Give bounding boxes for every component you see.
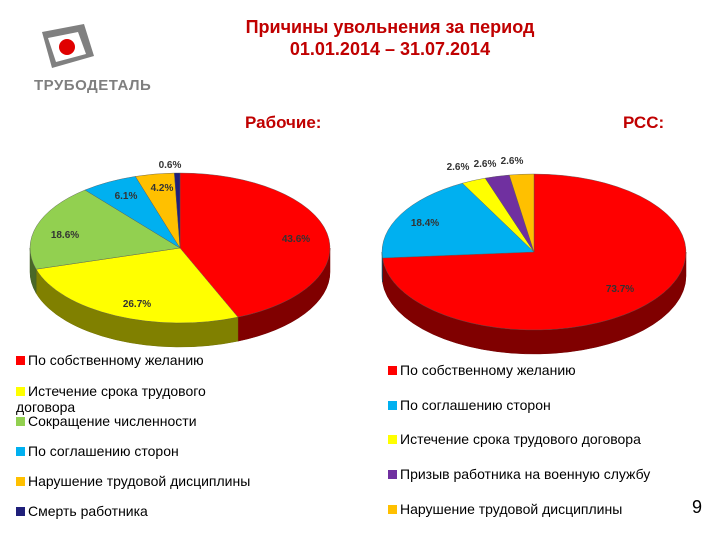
legend-swatch: [16, 477, 25, 486]
legend-item: Смерть работника: [16, 503, 148, 519]
pie-slice: [508, 173, 535, 253]
pie-data-label: 2.6%: [447, 162, 470, 173]
legend-swatch: [16, 507, 25, 516]
pie-data-label: 43.6%: [282, 234, 310, 245]
chart-title-line1: Причины увольнения за период: [245, 17, 535, 37]
company-logo: [42, 24, 94, 68]
company-name: ТРУБОДЕТАЛЬ: [34, 77, 152, 94]
legend-item: Призыв работника на военную службу: [388, 466, 650, 482]
pie-data-label: 2.6%: [501, 156, 524, 167]
pie-slice: [179, 172, 331, 318]
legend-label: Сокращение численности: [28, 413, 197, 429]
pie-slice: [29, 189, 181, 270]
legend-swatch: [388, 366, 397, 375]
right-chart-subtitle: РСС:: [623, 113, 665, 132]
legend-swatch: [388, 435, 397, 444]
legend-swatch: [388, 505, 397, 514]
pie-slice: [381, 182, 535, 259]
pie-data-label: 4.2%: [151, 183, 174, 194]
chart-title-line2: 01.01.2014 – 31.07.2014: [289, 39, 491, 59]
legend-item: По собственному желанию: [16, 352, 204, 368]
legend-label: Смерть работника: [28, 503, 148, 519]
pie-data-label: 0.6%: [159, 160, 182, 171]
pie-data-label: 2.6%: [474, 159, 497, 170]
pie-chart-rss: 73.7% 18.4% 2.6% 2.6% 2.6%: [381, 156, 687, 355]
pie-slice: [174, 172, 181, 249]
legend-swatch: [388, 470, 397, 479]
legend-item: По соглашению сторон: [388, 397, 551, 413]
legend-label: По собственному желанию: [28, 352, 204, 368]
page-number: 9: [692, 497, 703, 517]
legend-label: Призыв работника на военную службу: [400, 466, 651, 482]
legend-label: Нарушение трудовой дисциплины: [400, 501, 623, 517]
legend-item: Истечение срока трудового договора: [388, 431, 641, 447]
legend-label: По соглашению сторон: [28, 443, 179, 459]
legend-label: Истечение срока трудового договора: [16, 383, 206, 415]
legend-item: Сокращение численности: [16, 413, 197, 429]
left-chart-subtitle: Рабочие:: [245, 113, 322, 132]
legend-label: По собственному желанию: [400, 362, 576, 378]
legend-label: Нарушение трудовой дисциплины: [28, 473, 251, 489]
legend-item: Нарушение трудовой дисциплины: [16, 473, 250, 489]
legend-swatch: [16, 387, 25, 396]
legend-item: Истечение срока трудового договора: [16, 383, 236, 415]
pie-chart-workers: 43.6% 26.7% 18.6% 6.1% 4.2% 0.6%: [29, 160, 331, 348]
pie-data-label: 18.4%: [411, 218, 439, 229]
pie-data-label: 26.7%: [123, 299, 151, 310]
legend-item: По соглашению сторон: [16, 443, 179, 459]
legend-swatch: [16, 356, 25, 365]
pie-slice: [35, 247, 239, 324]
pie-data-label: 73.7%: [606, 284, 634, 295]
legend-item: По собственному желанию: [388, 362, 576, 378]
legend-swatch: [388, 401, 397, 410]
pie-data-label: 6.1%: [115, 191, 138, 202]
legend-label: По соглашению сторон: [400, 397, 551, 413]
legend-label: Истечение срока трудового договора: [400, 431, 641, 447]
legend-swatch: [16, 417, 25, 426]
legend-item: Нарушение трудовой дисциплины: [388, 501, 622, 517]
legend-swatch: [16, 447, 25, 456]
pie-data-label: 18.6%: [51, 230, 79, 241]
